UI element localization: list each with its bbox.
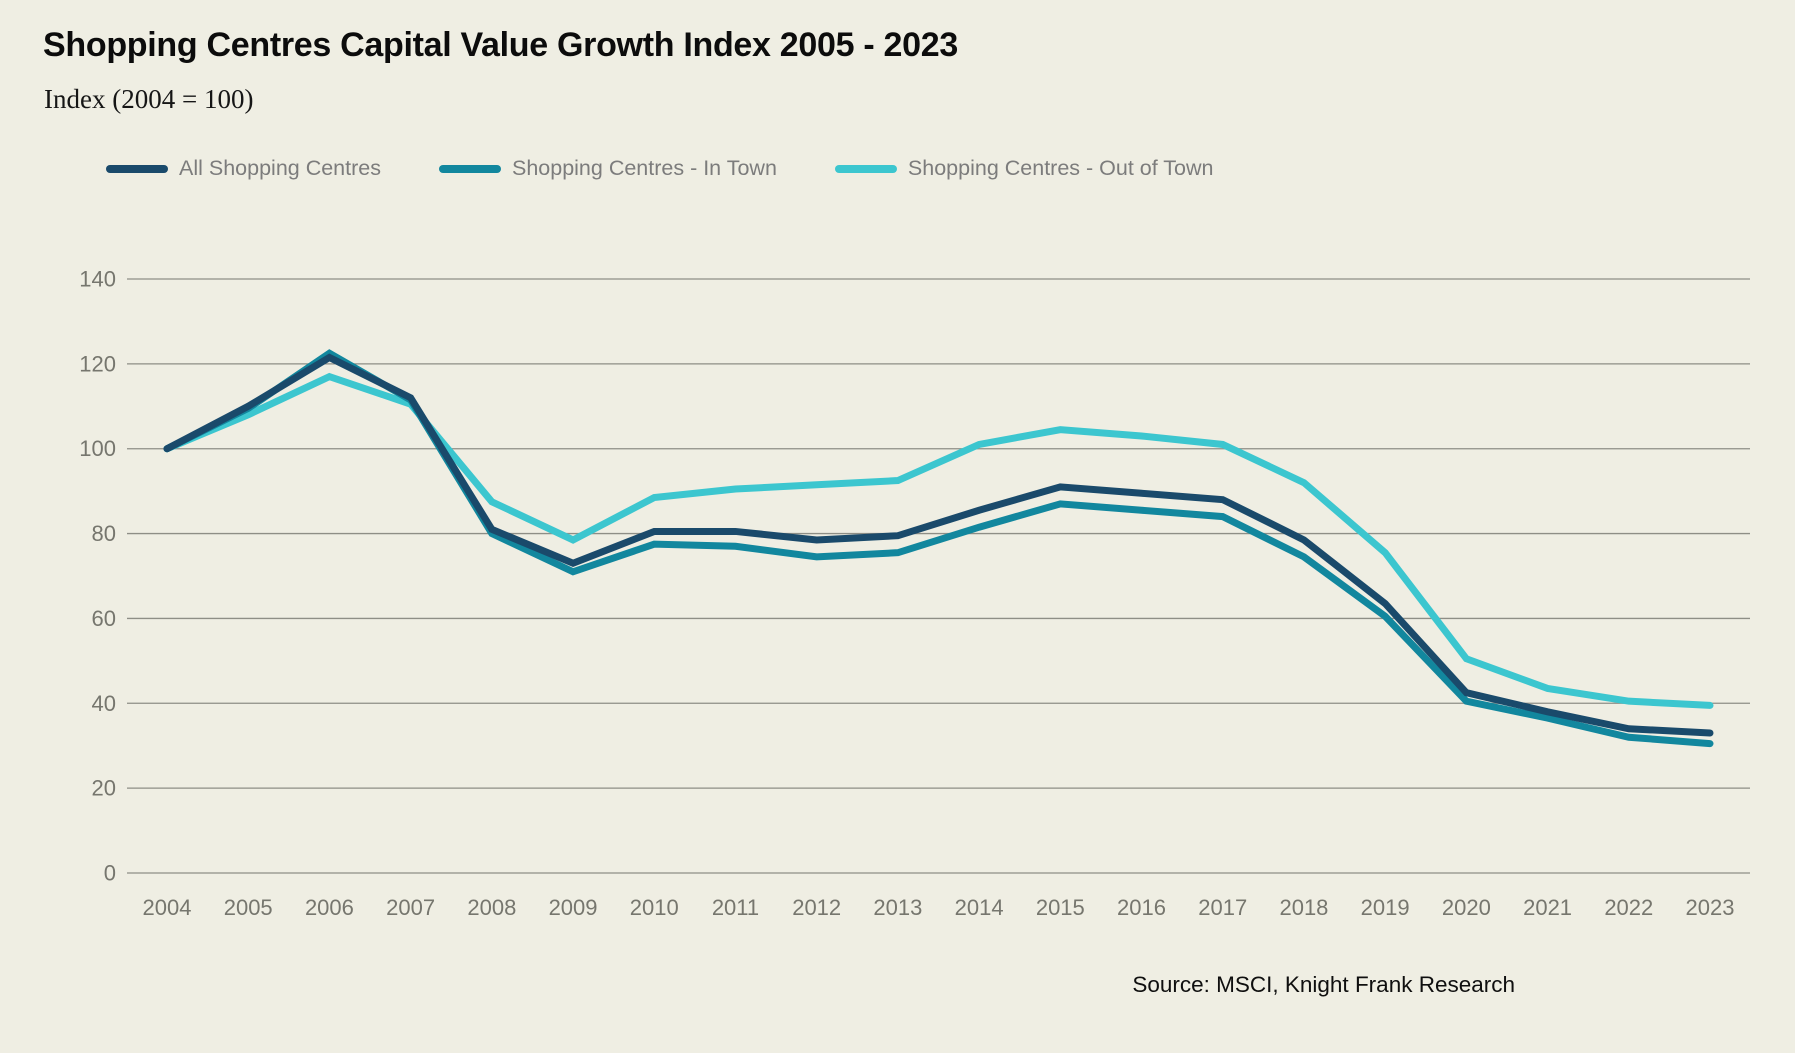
y-axis-tick-label: 20 [92,776,116,801]
x-axis-tick-label: 2008 [467,895,516,920]
x-axis-tick-label: 2006 [305,895,354,920]
chart-legend: All Shopping Centres Shopping Centres - I… [106,156,1213,181]
x-axis-tick-label: 2004 [143,895,192,920]
y-axis-tick-label: 80 [92,521,116,546]
x-axis-tick-label: 2012 [792,895,841,920]
series-line-all-shopping-centres [163,353,1714,737]
x-axis-tick-label: 2017 [1198,895,1247,920]
chart-title: Shopping Centres Capital Value Growth In… [43,26,958,64]
y-axis-tick-label: 120 [79,351,116,376]
y-axis-tick-label: 40 [92,691,116,716]
chart-subtitle: Index (2004 = 100) [44,84,254,114]
x-axis-tick-label: 2010 [630,895,679,920]
legend-swatch-shopping-centres-out-of-town [834,164,897,173]
x-axis-tick-label: 2009 [549,895,598,920]
series-line-shopping-centres-in-town [163,349,1714,748]
y-axis-tick-label: 100 [79,436,116,461]
x-axis-tick-label: 2021 [1523,895,1572,920]
x-axis-tick-label: 2015 [1036,895,1085,920]
legend-item-all-shopping-centres: All Shopping Centres [106,156,381,181]
x-axis-tick-label: 2020 [1442,895,1491,920]
x-axis-tick-label: 2013 [873,895,922,920]
x-axis-tick-label: 2005 [224,895,273,920]
y-axis-tick-label: 0 [104,861,116,886]
y-axis-tick-label: 60 [92,606,116,631]
y-axis-tick-label: 140 [79,267,116,292]
legend-swatch-all-shopping-centres [106,164,168,173]
legend-item-shopping-centres-in-town: Shopping Centres - In Town [438,156,777,181]
legend-swatch-shopping-centres-in-town [438,164,501,173]
x-axis-tick-label: 2023 [1686,895,1735,920]
x-axis-tick-label: 2016 [1117,895,1166,920]
legend-label: All Shopping Centres [179,156,381,180]
x-axis-tick-label: 2019 [1361,895,1410,920]
x-axis-tick-label: 2018 [1279,895,1328,920]
x-axis-tick-label: 2022 [1604,895,1653,920]
source-attribution: Source: MSCI, Knight Frank Research [1132,972,1515,997]
x-axis-tick-label: 2007 [386,895,435,920]
x-axis-tick-label: 2011 [712,895,759,920]
legend-label: Shopping Centres - In Town [511,156,777,180]
x-axis-tick-label: 2014 [955,895,1004,920]
legend-item-shopping-centres-out-of-town: Shopping Centres - Out of Town [834,156,1214,181]
legend-label: Shopping Centres - Out of Town [907,156,1214,180]
